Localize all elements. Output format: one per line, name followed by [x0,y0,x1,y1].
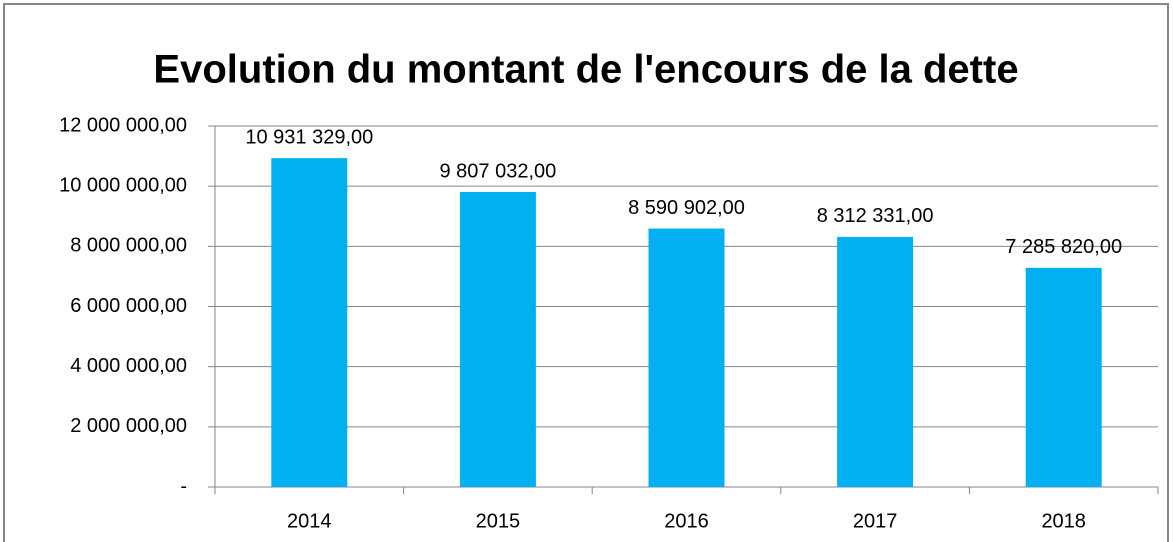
bar [271,158,348,488]
value-label: 7 285 820,00 [1005,236,1122,258]
y-tick-label: 12 000 000,00 [59,114,187,136]
bar [459,191,536,487]
x-tick-label: 2018 [1041,510,1086,532]
value-label: 8 312 331,00 [817,205,934,227]
y-tick-label: 8 000 000,00 [70,235,187,257]
x-tick-label: 2015 [476,510,521,532]
chart-border [3,3,1169,542]
bar [1025,267,1102,487]
x-tick-label: 2014 [287,510,332,532]
chart-title: Evolution du montant de l'encours de la … [153,48,1018,92]
y-tick-label: 4 000 000,00 [70,355,187,377]
x-tick-label: 2016 [664,510,709,532]
bar [648,228,725,487]
y-tick-label: - [180,475,187,497]
y-tick-label: 6 000 000,00 [70,295,187,317]
x-tick-label: 2017 [853,510,898,532]
value-label: 10 931 329,00 [245,126,373,148]
y-tick-label: 10 000 000,00 [59,174,187,196]
y-tick-label: 2 000 000,00 [70,415,187,437]
value-label: 9 807 032,00 [440,160,557,182]
value-label: 8 590 902,00 [628,197,745,219]
bar [837,236,914,487]
